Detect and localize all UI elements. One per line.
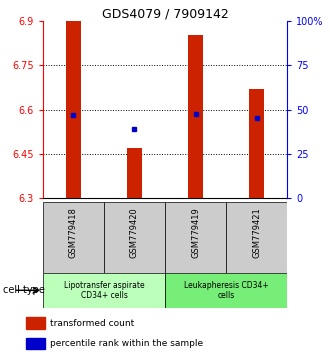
Bar [43, 273, 165, 308]
Bar [43, 202, 104, 273]
Bar [249, 89, 264, 198]
Bar [104, 202, 165, 273]
Bar [226, 202, 287, 273]
Text: GSM779418: GSM779418 [69, 207, 78, 258]
Text: cell type: cell type [3, 285, 45, 295]
Text: GSM779419: GSM779419 [191, 207, 200, 258]
Text: GSM779421: GSM779421 [252, 207, 261, 258]
Bar [66, 21, 81, 198]
Bar [188, 34, 203, 198]
Bar [127, 148, 142, 198]
Bar [26, 317, 45, 329]
Text: Lipotransfer aspirate
CD34+ cells: Lipotransfer aspirate CD34+ cells [64, 281, 144, 300]
Text: GSM779420: GSM779420 [130, 207, 139, 258]
Text: Leukapheresis CD34+
cells: Leukapheresis CD34+ cells [184, 281, 268, 300]
Bar [165, 202, 226, 273]
Bar [26, 338, 45, 349]
Bar [165, 273, 287, 308]
Text: percentile rank within the sample: percentile rank within the sample [50, 339, 203, 348]
Text: transformed count: transformed count [50, 319, 134, 328]
Title: GDS4079 / 7909142: GDS4079 / 7909142 [102, 7, 228, 20]
